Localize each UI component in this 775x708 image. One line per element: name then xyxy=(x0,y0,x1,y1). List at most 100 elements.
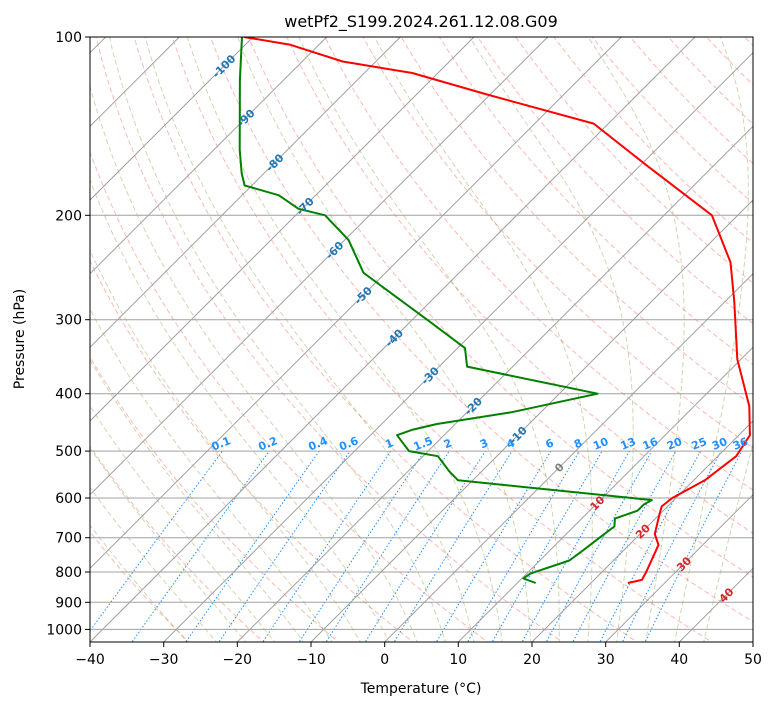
y-tick-label: 1000 xyxy=(46,622,82,638)
y-tick-label: 600 xyxy=(55,491,82,507)
line-labels: 0.1 0.2 0.4 0.6 1 1.5 2 3 4 6 8 10 13 16 20 25 30 36-100-… xyxy=(210,52,751,605)
isotherm-line xyxy=(90,37,549,496)
moist-adiabat-line xyxy=(90,486,218,642)
isotherm-label: -100 xyxy=(210,52,239,81)
mixing-ratio-label: 10 xyxy=(591,435,610,453)
mixing-ratio-line xyxy=(491,450,603,642)
mixing-ratio-line xyxy=(364,450,486,642)
x-tick-label: 10 xyxy=(449,652,467,668)
mixing-ratio-label: 30 xyxy=(710,435,729,453)
mixing-ratio-label: 36 xyxy=(731,435,750,453)
dry-adiabat-line xyxy=(400,37,753,407)
mixing-ratio-line xyxy=(393,450,513,642)
plot-frame xyxy=(89,36,754,643)
dry-adiabat-line xyxy=(133,37,638,642)
isotherm-line xyxy=(310,199,753,642)
moist-adiabat-line xyxy=(90,524,188,642)
isotherm-line xyxy=(163,51,753,642)
isotherm-line xyxy=(384,272,753,642)
dry-adiabat-line xyxy=(324,37,753,491)
moist-adiabat-line xyxy=(469,37,634,642)
mixing-ratio-line xyxy=(131,450,270,642)
dry-adiabat-line xyxy=(667,37,753,125)
isotherm-line xyxy=(531,420,753,642)
moist-adiabat-line xyxy=(374,37,593,642)
isotherms xyxy=(90,37,753,642)
y-tick-label: 800 xyxy=(55,565,82,581)
mixing-ratio-line xyxy=(644,450,743,642)
pressure-gridlines xyxy=(90,37,753,630)
mixing-ratio-label: 16 xyxy=(641,435,660,453)
x-axis: −40 −30 −20 −10 0 10 20 30 40 50 xyxy=(75,642,762,668)
mixing-ratio-line xyxy=(298,450,425,642)
mixing-ratio-line xyxy=(435,450,552,642)
mixing-ratio-label: 3 xyxy=(478,436,490,451)
dry-adiabat-line xyxy=(629,37,753,165)
mixing-ratio-label: 1 xyxy=(383,436,395,451)
mixing-ratio-label: 8 xyxy=(572,436,584,451)
isotherm-line xyxy=(605,493,753,642)
moist-adiabat-line xyxy=(587,37,685,642)
x-tick-label: 50 xyxy=(744,652,762,668)
x-tick-label: −30 xyxy=(149,652,179,668)
moist-adiabat-line xyxy=(90,84,418,642)
isotherm-line xyxy=(90,37,696,642)
x-tick-label: −40 xyxy=(75,652,105,668)
y-axis: 100 200 300 400 500 600 700 800 900 1000 xyxy=(46,30,90,638)
dewpoint-trace xyxy=(238,37,653,584)
dry-adiabat-line xyxy=(248,37,753,578)
moist-adiabat-line xyxy=(90,249,362,642)
temperature-trace xyxy=(244,37,751,584)
moist-adiabat-line xyxy=(90,178,390,642)
mixing-ratio-line xyxy=(572,450,677,642)
dry-adiabat-line xyxy=(770,24,775,645)
dry-adiabat-line xyxy=(286,37,753,534)
x-tick-label: 40 xyxy=(670,652,688,668)
dry-adiabat-line xyxy=(705,37,753,86)
mixing-ratio-label: 13 xyxy=(619,435,638,453)
mixing-ratio-line xyxy=(466,450,580,642)
mixing-ratio-label: 2 xyxy=(442,436,454,451)
isotherm-line xyxy=(678,567,753,642)
y-axis-label: Pressure (hPa) xyxy=(12,289,28,389)
dry-adiabat-line xyxy=(515,37,753,284)
y-tick-label: 400 xyxy=(55,387,82,403)
mixing-ratio-line xyxy=(325,450,450,642)
dry-adiabat-line xyxy=(591,37,753,204)
isotherm-line xyxy=(90,37,401,349)
mixing-ratio-line xyxy=(621,450,722,642)
dry-adiabat-line xyxy=(90,150,489,642)
mixing-ratio-label: 20 xyxy=(665,435,684,453)
isotherm-line xyxy=(90,37,475,422)
y-tick-label: 700 xyxy=(55,531,82,547)
sounding-traces xyxy=(238,37,751,584)
dry-adiabat-line xyxy=(90,531,190,642)
moist-adiabat-line xyxy=(90,404,276,642)
dry-adiabat-line xyxy=(744,37,753,47)
dry-adiabat-line xyxy=(90,356,340,642)
y-tick-label: 900 xyxy=(55,595,82,611)
isotherm-line xyxy=(90,37,254,201)
y-tick-label: 100 xyxy=(55,30,82,46)
dry-adiabat-line xyxy=(171,37,713,642)
moist-adiabat-line xyxy=(90,447,247,642)
plot-area: 0.1 0.2 0.4 0.6 1 1.5 2 3 4 6 8 10 13 16 20 25 30 36-100-… xyxy=(90,24,775,645)
x-tick-label: −20 xyxy=(223,652,253,668)
isotherm-line xyxy=(90,37,328,275)
mixing-ratio-label: 25 xyxy=(690,435,709,453)
moist-adiabat-line xyxy=(90,308,333,642)
isotherm-label: -80 xyxy=(263,151,286,174)
isotherm-line xyxy=(90,37,622,570)
mixing-ratio-label: 6 xyxy=(544,436,556,451)
x-tick-label: 0 xyxy=(380,652,389,668)
isotherm-line xyxy=(752,641,753,642)
x-axis-label: Temperature (°C) xyxy=(360,681,482,697)
dry-adiabat-line xyxy=(209,37,753,623)
isotherm-line xyxy=(457,346,753,642)
dry-adiabat-line xyxy=(362,37,753,449)
dry-adiabat-line xyxy=(438,37,753,366)
mixing-ratio-line xyxy=(90,450,223,632)
y-tick-label: 200 xyxy=(55,208,82,224)
chart-title: wetPf2_S199.2024.261.12.08.G09 xyxy=(284,12,558,32)
